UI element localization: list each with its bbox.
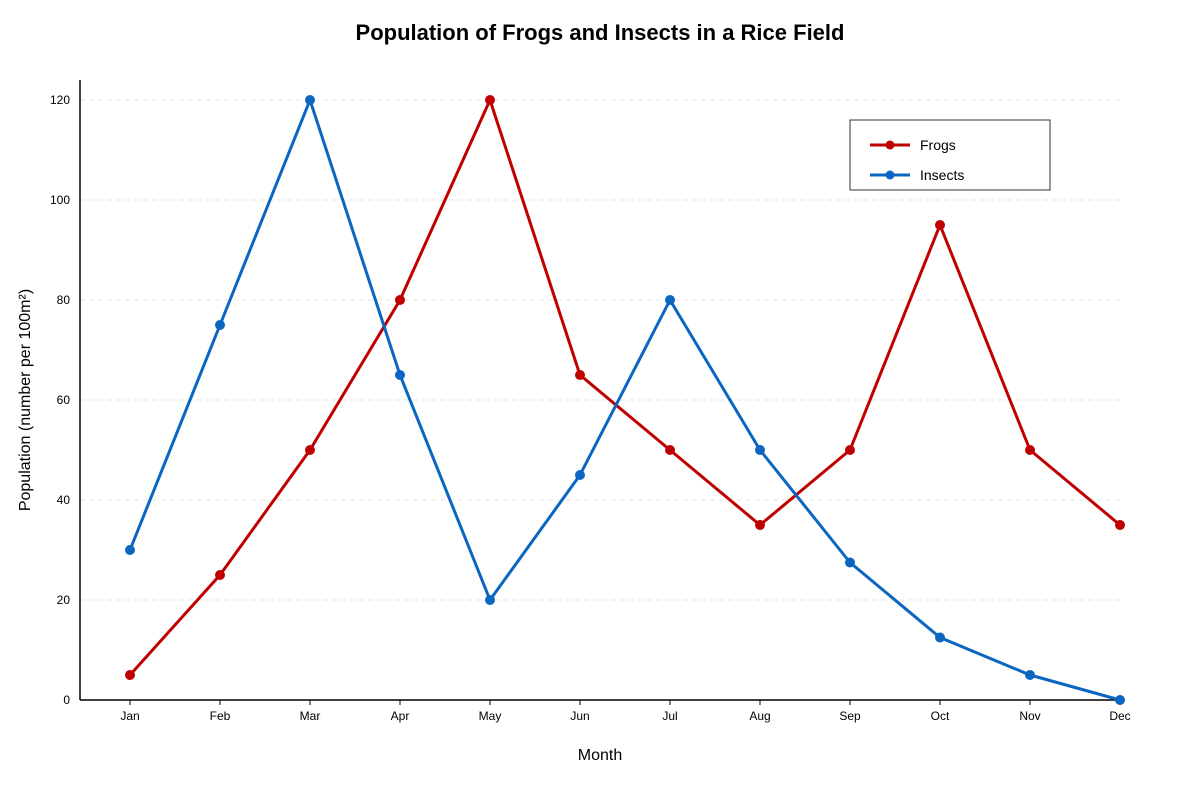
- data-point-frogs: [755, 520, 765, 530]
- x-tick-label: Feb: [210, 709, 231, 723]
- legend: Frogs Insects: [849, 119, 1051, 191]
- data-point-frogs: [485, 95, 495, 105]
- data-point-frogs: [125, 670, 135, 680]
- x-axis-label: Month: [578, 747, 622, 764]
- y-axis-label: Population (number per 100m²): [17, 289, 34, 511]
- legend-box: [849, 119, 1051, 191]
- x-tick-label: Oct: [931, 709, 950, 723]
- y-tick-label: 100: [50, 193, 70, 207]
- data-point-insects: [755, 445, 765, 455]
- data-point-insects: [395, 370, 405, 380]
- series-line-frogs: [128, 98, 1121, 677]
- data-point-frogs: [845, 445, 855, 455]
- x-tick-label: Jul: [662, 709, 677, 723]
- legend-label-insects: Insects: [920, 167, 964, 183]
- data-point-insects: [1025, 670, 1035, 680]
- chart-title: Population of Frogs and Insects in a Ric…: [356, 20, 845, 45]
- y-tick-label: 0: [63, 693, 70, 707]
- data-point-frogs: [215, 570, 225, 580]
- data-point-frogs: [1115, 520, 1125, 530]
- x-tick-label: Nov: [1019, 709, 1040, 723]
- data-point-insects: [845, 557, 855, 568]
- x-tick-label: Mar: [300, 709, 321, 723]
- data-point-frogs: [305, 445, 315, 455]
- data-point-frogs: [395, 295, 405, 305]
- y-tick-label: 20: [57, 593, 71, 607]
- y-tick-label: 120: [50, 93, 70, 107]
- data-point-frogs: [1025, 445, 1035, 455]
- legend-marker-insects: [885, 170, 895, 180]
- x-tick-label: May: [479, 709, 502, 723]
- series-line-insects: [128, 98, 1121, 702]
- data-point-insects: [305, 95, 315, 105]
- axes: [79, 80, 1121, 705]
- gridlines: [80, 99, 1120, 601]
- x-tick-label: Jun: [570, 709, 589, 723]
- data-point-frogs: [575, 370, 585, 380]
- x-tick-label: Aug: [749, 709, 770, 723]
- data-point-insects: [665, 295, 675, 305]
- data-point-insects: [125, 545, 135, 555]
- x-tick-labels: Jan Feb Mar Apr May Jun Jul Aug Sep Oct Nov Dec: [120, 709, 1130, 723]
- data-point-frogs: [665, 445, 675, 455]
- data-point-insects: [935, 632, 945, 643]
- y-tick-label: 60: [57, 393, 71, 407]
- data-point-insects: [215, 320, 225, 330]
- y-tick-label: 80: [57, 293, 71, 307]
- data-point-frogs: [935, 220, 945, 230]
- data-point-insects: [575, 470, 585, 480]
- data-point-insects: [1115, 695, 1125, 705]
- series-lines: [125, 95, 1125, 705]
- legend-marker-frogs: [885, 140, 895, 150]
- x-tick-label: Jan: [120, 709, 139, 723]
- y-tick-label: 40: [57, 493, 71, 507]
- y-tick-labels: 0 20 40 60 80 100 120: [50, 93, 70, 707]
- data-point-insects: [485, 595, 495, 605]
- legend-label-frogs: Frogs: [920, 137, 956, 153]
- x-tick-label: Dec: [1109, 709, 1130, 723]
- x-tick-label: Sep: [839, 709, 861, 723]
- x-tick-label: Apr: [391, 709, 410, 723]
